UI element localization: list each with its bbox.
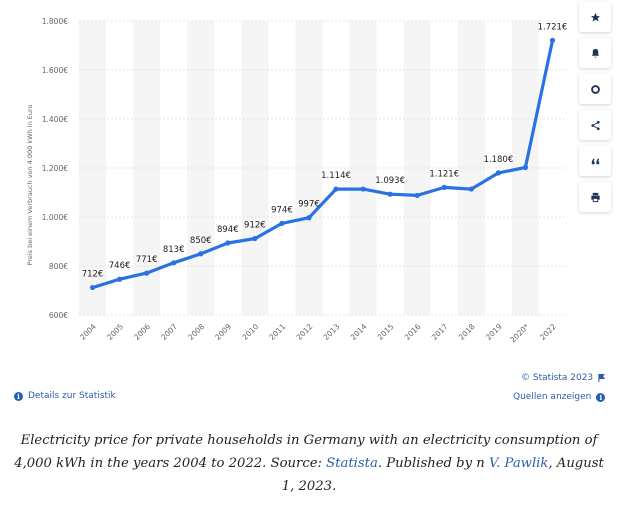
bell-icon: [591, 48, 599, 58]
share-button[interactable]: [579, 110, 611, 140]
data-point[interactable]: [171, 260, 177, 266]
data-point[interactable]: [306, 215, 312, 221]
data-label: 912€: [244, 221, 266, 231]
y-tick-label: 1.800€: [42, 17, 68, 26]
y-tick-label: 1.000€: [42, 213, 68, 222]
quote-icon: [591, 158, 599, 164]
data-label: 1.114€: [321, 171, 351, 181]
cite-button[interactable]: [579, 146, 611, 176]
print-button[interactable]: [579, 182, 611, 212]
data-label: 1.121€: [429, 169, 459, 179]
x-tick-label: 2004: [78, 322, 98, 342]
share-icon: [590, 120, 600, 130]
data-label: 1.180€: [483, 155, 513, 165]
data-label: 997€: [298, 200, 320, 210]
caption-text-3: , August 1, 2023.: [281, 456, 604, 494]
x-tick-label: 2015: [376, 322, 396, 342]
x-tick-label: 2008: [186, 322, 206, 342]
star-icon: [590, 12, 600, 22]
data-point[interactable]: [360, 186, 366, 192]
favorite-button[interactable]: [579, 2, 611, 32]
data-point[interactable]: [549, 37, 556, 43]
data-point[interactable]: [387, 191, 393, 197]
data-point[interactable]: [522, 164, 529, 171]
data-point[interactable]: [333, 186, 339, 192]
details-link[interactable]: i Details zur Statistik: [14, 391, 116, 401]
print-icon: [590, 192, 600, 202]
data-label: 974€: [271, 205, 293, 215]
caption-text-2: . Published by n: [377, 456, 489, 471]
data-label: 1.093€: [375, 176, 405, 186]
data-point[interactable]: [468, 186, 474, 192]
statista-copyright-link[interactable]: © Statista 2023: [521, 373, 606, 383]
x-tick-label: 2007: [159, 322, 179, 342]
x-tick-label: 2011: [267, 322, 287, 342]
data-label: 712€: [82, 270, 104, 280]
y-tick-label: 600€: [49, 311, 68, 320]
data-point[interactable]: [252, 235, 258, 242]
x-tick-label: 2006: [132, 322, 152, 342]
notification-button[interactable]: [579, 38, 611, 68]
author-link[interactable]: V. Pawlik: [488, 456, 549, 471]
data-label: 850€: [190, 236, 212, 246]
data-label: 746€: [109, 261, 131, 271]
line-chart: 600€ 800€ 1.000€ 1.200€ 1.400€ 1.600€ 1.800€ 2…: [26, 17, 568, 345]
series-line: [90, 38, 555, 290]
x-tick-label: 2022: [538, 322, 558, 342]
x-tick-label: 2005: [105, 322, 125, 342]
y-axis-ticks: 600€ 800€ 1.000€ 1.200€ 1.400€ 1.600€ 1.800€: [42, 17, 68, 320]
data-point[interactable]: [441, 184, 447, 190]
gridlines: [79, 20, 566, 316]
x-tick-label: 2020*: [508, 322, 531, 345]
data-label: 813€: [163, 245, 185, 255]
data-point[interactable]: [116, 276, 123, 282]
info-icon: i: [596, 392, 606, 402]
data-label: 1.721€: [538, 22, 568, 32]
y-tick-label: 800€: [49, 262, 68, 271]
y-axis-label: Preis bei einem Verbrauch von 4.000 kWh …: [26, 104, 34, 265]
show-sources-link[interactable]: Quellen anzeigen i: [513, 392, 606, 402]
data-point[interactable]: [225, 240, 231, 246]
data-point[interactable]: [495, 170, 501, 176]
source-link[interactable]: Statista: [326, 456, 378, 471]
y-tick-label: 1.400€: [42, 115, 68, 124]
copyright-label: © Statista 2023: [521, 373, 594, 383]
y-tick-label: 1.200€: [42, 164, 68, 173]
x-tick-label: 2014: [349, 322, 369, 342]
x-tick-label: 2010: [240, 322, 260, 342]
data-point[interactable]: [89, 284, 96, 291]
info-icon: i: [14, 391, 23, 401]
gear-icon: [590, 84, 600, 94]
data-point[interactable]: [198, 251, 204, 257]
details-link-label: Details zur Statistik: [28, 391, 116, 401]
data-point[interactable]: [144, 270, 150, 276]
data-label: 894€: [217, 225, 239, 235]
sources-link-label: Quellen anzeigen: [513, 392, 592, 402]
x-tick-label: 2018: [457, 322, 477, 342]
settings-button[interactable]: [579, 74, 611, 104]
data-points: [89, 37, 556, 291]
figure-caption: Electricity price for private households…: [8, 429, 610, 498]
x-tick-label: 2012: [295, 322, 315, 342]
data-labels: 712€ 746€ 771€ 813€ 850€ 894€ 912€ 974€ 997€ 1.11…: [82, 22, 568, 279]
x-tick-label: 2019: [484, 322, 504, 342]
x-tick-label: 2013: [322, 322, 342, 342]
flag-icon: [598, 374, 606, 382]
data-point[interactable]: [279, 220, 285, 226]
data-label: 771€: [136, 255, 158, 265]
y-tick-label: 1.600€: [42, 66, 68, 75]
caption-text-1: Electricity price for private households…: [14, 433, 598, 471]
x-tick-label: 2009: [213, 322, 233, 342]
x-tick-label: 2017: [430, 322, 450, 342]
data-point[interactable]: [414, 192, 420, 199]
x-axis-ticks: 2004 2005 2006 2007 2008 2009 2010 2011 2012 2013…: [78, 322, 558, 345]
x-tick-label: 2016: [403, 322, 423, 342]
